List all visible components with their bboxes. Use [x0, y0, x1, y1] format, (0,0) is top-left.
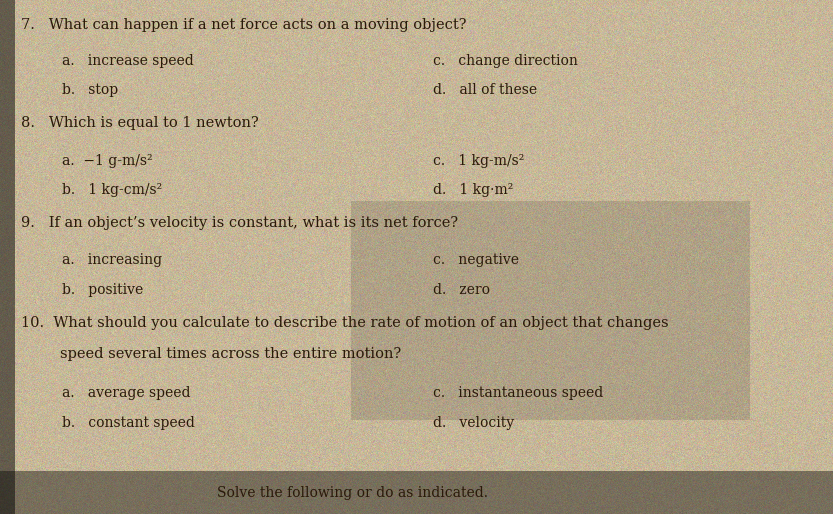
Text: a.   increase speed: a. increase speed: [62, 54, 194, 68]
Text: speed several times across the entire motion?: speed several times across the entire mo…: [60, 347, 402, 361]
Text: d.   velocity: d. velocity: [433, 416, 514, 430]
Text: b.   stop: b. stop: [62, 83, 118, 97]
Text: d.   1 kg·m²: d. 1 kg·m²: [433, 183, 513, 197]
Text: a.   average speed: a. average speed: [62, 386, 191, 399]
Text: c.   1 kg-m/s²: c. 1 kg-m/s²: [433, 154, 525, 168]
Text: c.   negative: c. negative: [433, 253, 519, 267]
Text: b.   positive: b. positive: [62, 283, 144, 297]
Text: d.   zero: d. zero: [433, 283, 490, 297]
Text: 10.  What should you calculate to describe the rate of motion of an object that : 10. What should you calculate to describ…: [21, 316, 668, 330]
Text: b.   1 kg-cm/s²: b. 1 kg-cm/s²: [62, 183, 162, 197]
Text: 7.   What can happen if a net force acts on a moving object?: 7. What can happen if a net force acts o…: [21, 18, 466, 32]
Text: a.   increasing: a. increasing: [62, 253, 162, 267]
Text: 8.   Which is equal to 1 newton?: 8. Which is equal to 1 newton?: [21, 116, 258, 130]
Text: Solve the following or do as indicated.: Solve the following or do as indicated.: [217, 486, 487, 500]
Text: b.   constant speed: b. constant speed: [62, 416, 196, 430]
Text: c.   instantaneous speed: c. instantaneous speed: [433, 386, 603, 399]
Text: d.   all of these: d. all of these: [433, 83, 537, 97]
Text: c.   change direction: c. change direction: [433, 54, 578, 68]
Text: a.  −1 g-m/s²: a. −1 g-m/s²: [62, 154, 153, 168]
Text: 9.   If an object’s velocity is constant, what is its net force?: 9. If an object’s velocity is constant, …: [21, 216, 458, 230]
